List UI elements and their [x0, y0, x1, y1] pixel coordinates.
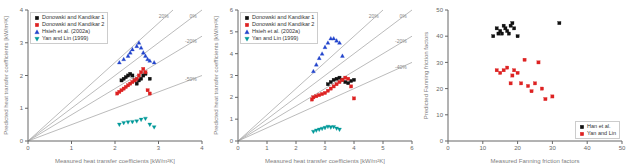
- html-text:Hsieh et al. (2002a): Hsieh et al. (2002a): [252, 28, 300, 34]
- svg-text:2: 2: [113, 145, 117, 151]
- svg-text:5: 5: [230, 29, 234, 35]
- svg-text:-40%: -40%: [395, 64, 407, 70]
- html-text:Yan and Lin (1999): Yan and Lin (1999): [42, 35, 89, 41]
- html-text:Yan and Lin (1999): Yan and Lin (1999): [252, 35, 299, 41]
- svg-text:10: 10: [436, 112, 443, 118]
- svg-text:-50%: -50%: [185, 76, 197, 82]
- html-text:Donowski and Kandikar 1: Donowski and Kandikar 1: [42, 14, 105, 20]
- svg-text:Predicted heat transfer coeffi: Predicted heat transfer coefficients [kW…: [8, 16, 9, 135]
- svg-text:50: 50: [436, 7, 443, 13]
- svg-text:20%: 20%: [369, 13, 380, 19]
- svg-text:2: 2: [294, 145, 298, 151]
- svg-text:0: 0: [446, 145, 450, 151]
- svg-text:Measured Fanning friction fact: Measured Fanning friction factors: [490, 158, 579, 164]
- svg-text:1: 1: [20, 105, 24, 111]
- svg-text:3: 3: [20, 40, 24, 46]
- svg-text:2: 2: [230, 94, 234, 100]
- svg-text:6: 6: [410, 145, 414, 151]
- svg-text:1: 1: [230, 116, 234, 122]
- svg-text:5: 5: [381, 145, 385, 151]
- html-text:Donowski and Kandikar 2: Donowski and Kandikar 2: [42, 21, 105, 27]
- svg-text:1: 1: [265, 145, 269, 151]
- svg-text:50: 50: [619, 145, 623, 151]
- svg-text:20: 20: [514, 145, 521, 151]
- svg-text:1: 1: [70, 145, 74, 151]
- html-text:Donowski and Kandikar 2: Donowski and Kandikar 2: [252, 21, 315, 27]
- html-text:Yan and Lin: Yan and Lin: [587, 130, 616, 136]
- svg-text:3: 3: [157, 145, 161, 151]
- svg-text:20%: 20%: [159, 13, 170, 19]
- html-text:Donowski and Kandikar 1: Donowski and Kandikar 1: [252, 14, 315, 20]
- svg-text:-20%: -20%: [185, 38, 197, 44]
- svg-text:30: 30: [549, 145, 556, 151]
- svg-text:0: 0: [26, 145, 30, 151]
- svg-text:2: 2: [20, 73, 24, 79]
- svg-text:6: 6: [230, 7, 234, 13]
- svg-text:4: 4: [200, 145, 204, 151]
- svg-text:Predicted heat transfer coeffi: Predicted heat transfer coefficients [kW…: [213, 16, 219, 135]
- svg-text:3: 3: [230, 73, 234, 79]
- svg-text:30: 30: [436, 60, 443, 66]
- svg-text:Measured heat transfer coeffic: Measured heat transfer coefficients [kW/…: [265, 158, 385, 164]
- svg-text:10: 10: [479, 145, 486, 151]
- svg-text:0%: 0%: [190, 13, 198, 19]
- svg-text:4: 4: [230, 51, 234, 57]
- svg-text:0: 0: [440, 138, 444, 144]
- html-text:Han et al.: Han et al.: [587, 123, 611, 129]
- html-text:Hsieh et al. (2002a): Hsieh et al. (2002a): [42, 28, 90, 34]
- svg-text:Predicted Fanning friction fac: Predicted Fanning friction factors: [423, 32, 429, 120]
- svg-text:4: 4: [352, 145, 356, 151]
- svg-text:Measured heat transfer coeffic: Measured heat transfer coefficients [kW/…: [55, 158, 175, 164]
- svg-text:0: 0: [236, 145, 240, 151]
- svg-text:-20%: -20%: [395, 38, 407, 44]
- svg-text:40: 40: [584, 145, 591, 151]
- svg-text:3: 3: [323, 145, 327, 151]
- svg-text:0: 0: [20, 138, 24, 144]
- svg-text:0%: 0%: [400, 13, 408, 19]
- svg-text:20: 20: [436, 86, 443, 92]
- svg-text:0: 0: [230, 138, 234, 144]
- svg-text:4: 4: [20, 7, 24, 13]
- svg-text:40: 40: [436, 33, 443, 39]
